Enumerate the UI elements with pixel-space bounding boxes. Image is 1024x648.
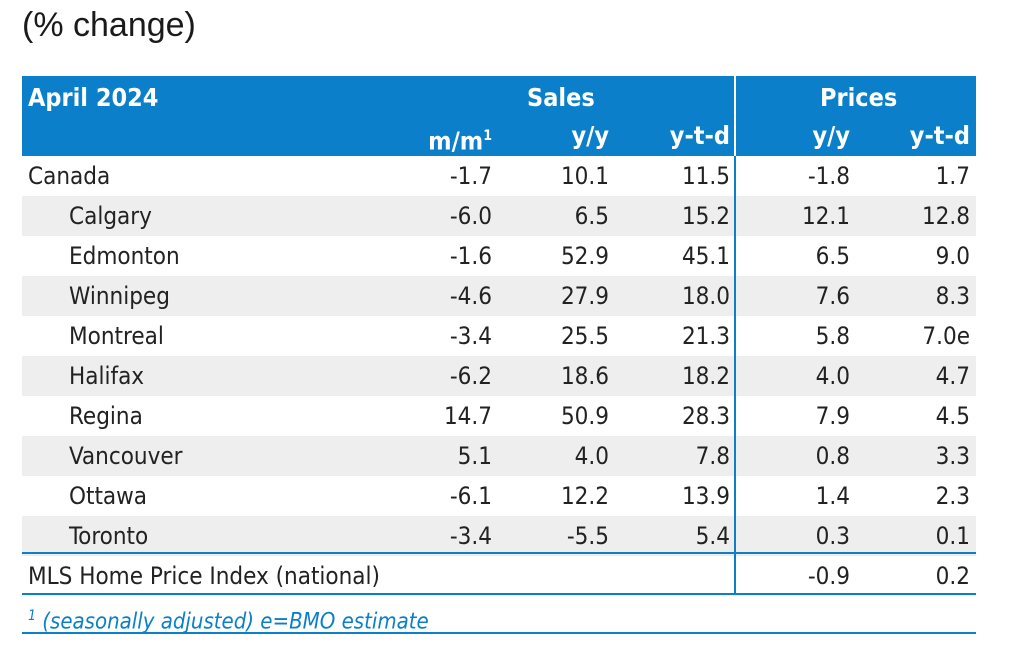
table-cell: 25.5 [560,322,609,350]
row-name: Toronto [69,522,149,550]
table-cell: 12.8 [921,202,970,230]
table-cell: 5.1 [457,442,492,470]
table-cell: 50.9 [560,402,609,430]
table-header: April 2024 Sales Prices m/m1 y/y y-t-d y… [22,76,976,156]
table-row: Montreal -3.4 25.5 21.3 5.8 7.0e [22,316,976,356]
table-cell: -6.1 [449,482,492,510]
housing-table: April 2024 Sales Prices m/m1 y/y y-t-d y… [22,76,976,634]
table-cell: 9.0 [935,242,970,270]
row-name: Vancouver [69,442,183,470]
table-row: Edmonton -1.6 52.9 45.1 6.5 9.0 [22,236,976,276]
table-cell: 7.0e [922,322,970,350]
table-cell: 10.1 [560,162,609,190]
row-name: Montreal [69,322,164,350]
table-row: Regina 14.7 50.9 28.3 7.9 4.5 [22,396,976,436]
row-name: Canada [28,162,111,190]
table-cell: 7.8 [695,442,730,470]
row-name: MLS Home Price Index (national) [28,562,380,590]
table-cell: -1.6 [449,242,492,270]
table-cell: 1.7 [935,162,970,190]
table-cell: 14.7 [443,402,492,430]
table-cell: 0.2 [935,562,970,590]
sales-group-header: Sales [527,83,595,112]
table-cell: 5.4 [695,522,730,550]
table-cell: 7.6 [815,282,850,310]
table-cell: -4.6 [449,282,492,310]
table-cell: 52.9 [560,242,609,270]
row-name: Calgary [69,202,152,230]
table-cell: 12.2 [560,482,609,510]
table-cell: 13.9 [681,482,730,510]
column-group-divider [734,156,736,593]
header-divider [734,76,736,156]
index-row: MLS Home Price Index (national) -0.9 0.2 [22,556,976,596]
table-cell: -5.5 [566,522,609,550]
table-cell: 8.3 [935,282,970,310]
table-row: Toronto -3.4 -5.5 5.4 0.3 0.1 [22,516,976,556]
col-header-prices-ytd: y-t-d [909,121,970,150]
table-cell: 28.3 [681,402,730,430]
table-cell: 27.9 [560,282,609,310]
table-cell: -1.7 [449,162,492,190]
table-cell: 18.0 [681,282,730,310]
table-cell: 12.1 [801,202,850,230]
table-body: Canada -1.7 10.1 11.5 -1.8 1.7 Calgary -6.0 6.5 1… [22,156,976,596]
table-cell: 7.9 [815,402,850,430]
col-header-sales-ytd: y-t-d [669,121,730,150]
col-header-sales-mm: m/m1 [428,126,492,156]
table-cell: 4.7 [935,362,970,390]
table-row: Vancouver 5.1 4.0 7.8 0.8 3.3 [22,436,976,476]
index-row-top-rule [22,552,976,554]
table-cell: -3.4 [449,522,492,550]
table-cell: 2.3 [935,482,970,510]
table-cell: 0.8 [815,442,850,470]
table-cell: 4.0 [574,442,609,470]
table-row: Calgary -6.0 6.5 15.2 12.1 12.8 [22,196,976,236]
table-cell: 18.2 [681,362,730,390]
table-cell: 6.5 [815,242,850,270]
row-name: Ottawa [69,482,148,510]
row-name: Regina [69,402,143,430]
table-row: Halifax -6.2 18.6 18.2 4.0 4.7 [22,356,976,396]
table-cell: -6.0 [449,202,492,230]
row-name: Halifax [69,362,145,390]
period-label: April 2024 [28,83,159,112]
footnote: 1 (seasonally adjusted) e=BMO estimate [28,608,429,635]
col-header-sales-yy: y/y [571,121,609,150]
table-cell: 21.3 [681,322,730,350]
table-cell: 15.2 [681,202,730,230]
table-cell: 18.6 [560,362,609,390]
row-name: Winnipeg [69,282,170,310]
table-cell: 45.1 [681,242,730,270]
table-cell: 6.5 [574,202,609,230]
table-cell: 4.0 [815,362,850,390]
table-cell: 0.1 [935,522,970,550]
table-cell: 1.4 [815,482,850,510]
prices-group-header: Prices [820,83,898,112]
col-header-prices-yy: y/y [812,121,850,150]
table-cell: 3.3 [935,442,970,470]
table-cell: 4.5 [935,402,970,430]
table-cell: 5.8 [815,322,850,350]
table-cell: 11.5 [681,162,730,190]
table-bottom-rule [22,593,976,595]
table-cell: -3.4 [449,322,492,350]
table-cell: -1.8 [807,162,850,190]
footnote-rule [22,632,976,634]
table-subtitle: (% change) [22,6,196,44]
table-cell: -6.2 [449,362,492,390]
table-row: Ottawa -6.1 12.2 13.9 1.4 2.3 [22,476,976,516]
table-cell: -0.9 [807,562,850,590]
table-row: Winnipeg -4.6 27.9 18.0 7.6 8.3 [22,276,976,316]
table-row: Canada -1.7 10.1 11.5 -1.8 1.7 [22,156,976,196]
table-cell: 0.3 [815,522,850,550]
row-name: Edmonton [69,242,180,270]
